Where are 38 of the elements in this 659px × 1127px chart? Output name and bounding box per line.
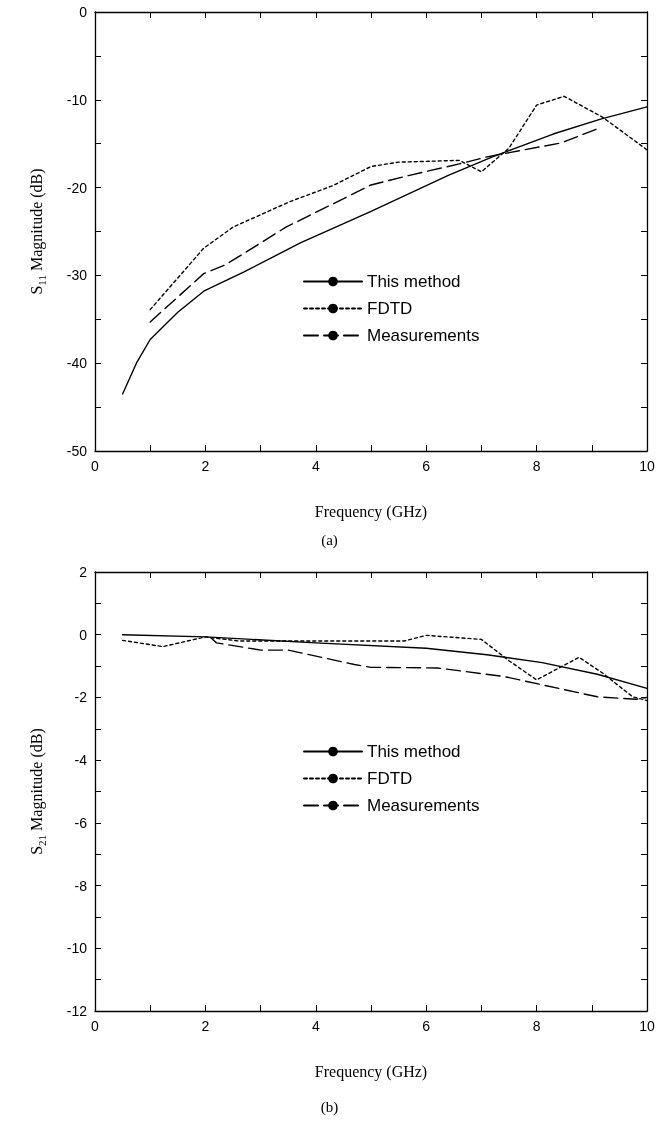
- y-axis-title: S11 Magnitude (dB): [27, 168, 48, 295]
- y-tick-label: -10: [66, 91, 88, 108]
- text: (a): [320, 532, 339, 549]
- y-tick-label: 0: [79, 626, 88, 643]
- y-tick-label: -20: [66, 179, 88, 196]
- y-tick-label: -4: [74, 752, 88, 769]
- x-tick-label: 2: [201, 458, 210, 474]
- x-tick-label: 0: [91, 458, 100, 474]
- legend-label: FDTD: [367, 299, 413, 318]
- y-tick-label: -2: [74, 689, 88, 706]
- legend-label: Measurements: [367, 796, 480, 815]
- y-tick-label: -8: [74, 877, 88, 894]
- x-tick-label: 10: [639, 1018, 655, 1034]
- x-tick-label: 0: [91, 1018, 100, 1034]
- x-tick-label: 8: [532, 458, 541, 474]
- x-tick-label: 6: [422, 1018, 431, 1034]
- x-tick-label: 4: [311, 1018, 320, 1034]
- x-tick-label: 8: [532, 1018, 541, 1034]
- legend-label: This method: [367, 272, 461, 291]
- legend-label: This method: [367, 742, 461, 761]
- x-tick-label: 10: [639, 458, 655, 474]
- text: (b): [319, 1099, 340, 1116]
- x-axis-title: Frequency (GHz): [314, 502, 428, 521]
- x-tick-label: 2: [201, 1018, 210, 1034]
- y-tick-label: -50: [66, 443, 88, 459]
- x-tick-label: 6: [422, 458, 431, 474]
- x-axis-title: Frequency (GHz): [314, 1062, 428, 1081]
- legend-label: FDTD: [367, 769, 413, 788]
- legend-label: Measurements: [367, 326, 480, 345]
- y-tick-label: -6: [74, 814, 88, 831]
- y-tick-label: 2: [79, 564, 88, 580]
- y-axis-title: S21 Magnitude (dB): [27, 728, 48, 855]
- x-tick-label: 4: [311, 458, 320, 474]
- y-tick-label: 0: [79, 4, 88, 20]
- y-tick-label: -10: [66, 940, 88, 957]
- y-tick-label: -12: [66, 1003, 88, 1019]
- y-tick-label: -30: [66, 267, 88, 284]
- y-tick-label: -40: [66, 355, 88, 372]
